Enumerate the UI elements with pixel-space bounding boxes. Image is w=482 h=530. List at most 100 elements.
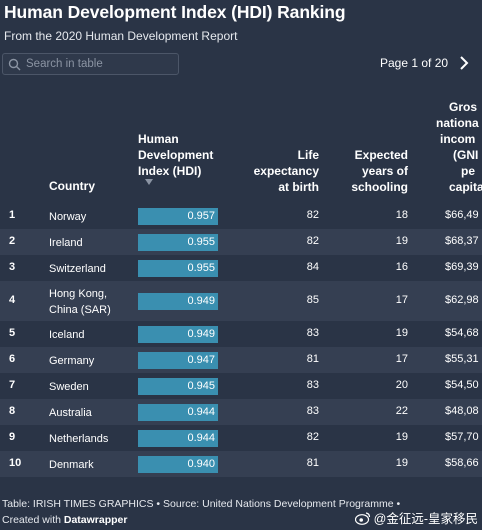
header-line: Life (297, 148, 319, 162)
search-icon (8, 58, 21, 70)
hdi-value: 0.944 (187, 405, 215, 418)
page-subtitle: From the 2020 Human Development Report (4, 29, 238, 43)
hdi-value: 0.947 (187, 353, 215, 366)
row-rank: 4 (9, 294, 16, 306)
row-gni: $62,98 (445, 294, 479, 306)
next-page-button[interactable] (457, 54, 471, 72)
hdi-value: 0.944 (187, 431, 215, 444)
row-life-expectancy: 81 (306, 457, 319, 469)
hdi-value: 0.940 (187, 457, 215, 470)
table-row: 8 Australia 0.944 83 22 $48,08 (0, 399, 482, 425)
hdi-bar: 0.947 (138, 351, 218, 369)
hdi-bar: 0.949 (138, 325, 218, 343)
row-schooling: 17 (395, 294, 408, 306)
row-gni: $55,31 (445, 353, 479, 365)
row-gni: $66,49 (445, 209, 479, 221)
row-life-expectancy: 81 (306, 353, 319, 365)
hdi-bar: 0.955 (138, 259, 218, 277)
row-country: Switzerland (49, 261, 106, 277)
row-gni: $58,66 (445, 457, 479, 469)
header-line: Gros (449, 100, 478, 114)
search-input[interactable] (26, 58, 166, 70)
header-line: pe (461, 164, 476, 178)
column-header-gni[interactable]: Gros nationa incom (GNI pe capita (436, 99, 482, 195)
header-line: capita (449, 180, 482, 194)
sort-desc-icon (145, 179, 153, 185)
table-row: 7 Sweden 0.945 83 20 $54,50 (0, 373, 482, 399)
header-line: incom (440, 132, 476, 146)
row-country: Australia (49, 405, 92, 421)
hdi-value: 0.955 (187, 235, 215, 248)
row-gni: $54,50 (445, 379, 479, 391)
country-line: Norway (49, 211, 87, 223)
row-life-expectancy: 85 (306, 294, 319, 306)
row-schooling: 16 (395, 261, 408, 273)
hdi-bar: 0.955 (138, 233, 218, 251)
row-rank: 3 (9, 261, 16, 273)
header-line: schooling (351, 180, 408, 194)
column-header-country[interactable]: Country (49, 179, 95, 193)
row-schooling: 19 (395, 431, 408, 443)
hdi-value: 0.949 (187, 327, 215, 340)
country-line: Australia (49, 407, 92, 419)
footer-credit: Created with Datawrapper (2, 514, 127, 526)
column-header-hdi[interactable]: Human Development Index (HDI) (138, 131, 213, 179)
hdi-bar: 0.949 (138, 292, 218, 310)
header-line: years of (361, 164, 408, 178)
ranking-table: Country Human Development Index (HDI) Li… (0, 88, 482, 478)
country-line: Netherlands (49, 433, 109, 445)
row-rank: 1 (9, 209, 16, 221)
chevron-right-icon (460, 56, 469, 70)
hdi-value: 0.945 (187, 379, 215, 392)
page-indicator: Page 1 of 20 (380, 56, 449, 70)
header-line: at birth (278, 180, 319, 194)
table-row: 10 Denmark 0.940 81 19 $58,66 (0, 451, 482, 477)
row-life-expectancy: 82 (306, 209, 319, 221)
row-country: Denmark (49, 457, 94, 473)
row-schooling: 20 (395, 379, 408, 391)
row-rank: 7 (9, 379, 16, 391)
row-schooling: 19 (395, 327, 408, 339)
header-line: Index (HDI) (138, 164, 202, 178)
hdi-value: 0.949 (187, 294, 215, 307)
row-country: Netherlands (49, 431, 108, 447)
row-rank: 9 (9, 431, 16, 443)
row-rank: 8 (9, 405, 16, 417)
row-gni: $69,39 (445, 261, 479, 273)
row-life-expectancy: 83 (306, 379, 319, 391)
row-gni: $57,70 (445, 431, 479, 443)
row-gni: $54,68 (445, 327, 479, 339)
row-gni: $48,08 (445, 405, 479, 417)
hdi-value: 0.957 (187, 209, 215, 222)
hdi-bar: 0.940 (138, 455, 218, 473)
row-country: Sweden (49, 379, 89, 395)
watermark-text: @金征远-皇家移民 (373, 512, 478, 526)
datawrapper-link[interactable]: Datawrapper (63, 514, 128, 526)
row-life-expectancy: 82 (306, 431, 319, 443)
table-row: 9 Netherlands 0.944 82 19 $57,70 (0, 425, 482, 451)
country-line: Hong Kong, (49, 288, 108, 300)
hdi-bar: 0.945 (138, 377, 218, 395)
row-country: Iceland (49, 327, 84, 343)
column-header-schooling[interactable]: Expected years of schooling (351, 147, 408, 195)
weibo-logo-icon (354, 511, 370, 525)
page-title: Human Development Index (HDI) Ranking (4, 2, 346, 22)
watermark: @金征远-皇家移民 (354, 508, 478, 527)
hdi-value: 0.955 (187, 261, 215, 274)
table-row: 6 Germany 0.947 81 17 $55,31 (0, 347, 482, 373)
header-line: nationa (436, 116, 479, 130)
row-life-expectancy: 84 (306, 261, 319, 273)
hdi-bar: 0.944 (138, 403, 218, 421)
table-row: 4 Hong Kong, China (SAR) 0.949 85 17 $62,98 (0, 281, 482, 321)
country-line: Switzerland (49, 263, 106, 275)
header-line: expectancy (253, 164, 319, 178)
country-line: China (SAR) (49, 304, 111, 316)
country-line: Ireland (49, 237, 83, 249)
row-country: Norway (49, 209, 86, 225)
table-row: 1 Norway 0.957 82 18 $66,49 (0, 203, 482, 229)
table-row: 2 Ireland 0.955 82 19 $68,37 (0, 229, 482, 255)
search-box[interactable] (2, 53, 179, 75)
hdi-bar: 0.944 (138, 429, 218, 447)
country-line: Sweden (49, 381, 89, 393)
column-header-life[interactable]: Life expectancy at birth (254, 147, 319, 195)
